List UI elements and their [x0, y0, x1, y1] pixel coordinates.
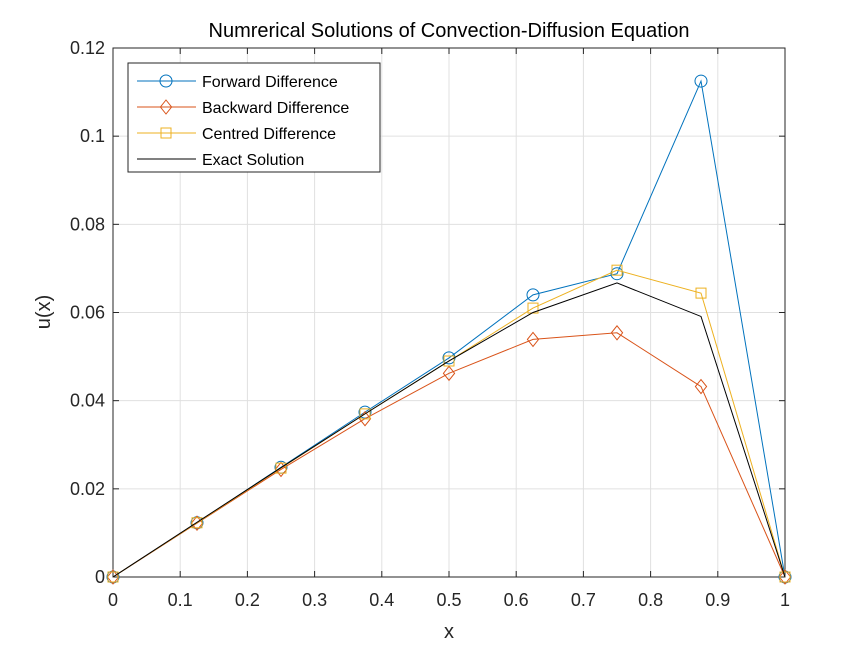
y-axis: 0 0.02 0.04 0.06 0.08 0.1 0.12	[70, 38, 785, 587]
backward-difference-point	[694, 378, 708, 395]
legend-label: Forward Difference	[202, 74, 338, 91]
y-axis-label: u(x)	[33, 295, 55, 329]
centred-difference-point	[527, 302, 539, 314]
y-tick-label: 0	[95, 567, 105, 587]
centred-difference-point	[275, 462, 287, 474]
forward-difference-point	[694, 74, 708, 88]
x-tick-label: 0.4	[369, 590, 394, 610]
legend-label: Backward Difference	[202, 100, 349, 117]
y-tick-label: 0.1	[80, 126, 105, 146]
legend-label: Exact Solution	[202, 152, 304, 169]
x-tick-label: 0.3	[302, 590, 327, 610]
backward-difference-point	[610, 324, 624, 341]
legend-marker	[159, 99, 173, 115]
backward-difference-point	[442, 365, 456, 382]
legend-marker	[159, 74, 173, 88]
x-tick-label: 0.6	[504, 590, 529, 610]
centred-difference-point	[611, 264, 623, 276]
exact-solution-line	[112, 282, 786, 578]
backward-difference-point	[526, 331, 540, 348]
centred-difference-point	[107, 571, 119, 583]
x-tick-label: 0.5	[436, 590, 461, 610]
legend-item-centred-difference: Centred Difference	[137, 126, 336, 143]
x-tick-label: 0.8	[638, 590, 663, 610]
series-group	[106, 74, 792, 585]
forward-difference-point	[358, 405, 372, 419]
legend-label: Centred Difference	[202, 126, 336, 143]
y-tick-label: 0.08	[70, 214, 105, 234]
centred-difference-point	[779, 571, 791, 583]
legend-item-backward-difference: Backward Difference	[137, 99, 349, 117]
chart-title: Numrerical Solutions of Convection-Diffu…	[209, 20, 690, 42]
x-tick-label: 0.7	[571, 590, 596, 610]
x-tick-label: 1	[780, 590, 790, 610]
legend-item-exact-solution: Exact Solution	[137, 152, 304, 169]
x-tick-label: 0	[108, 590, 118, 610]
y-tick-label: 0.12	[70, 38, 105, 58]
series-exact-solution	[112, 282, 786, 578]
y-tick-label: 0.04	[70, 391, 105, 411]
y-tick-label: 0.06	[70, 303, 105, 323]
backward-difference-line	[112, 332, 786, 578]
x-tick-label: 0.1	[168, 590, 193, 610]
y-tick-label: 0.02	[70, 479, 105, 499]
backward-difference-point	[274, 461, 288, 478]
x-tick-label: 0.9	[705, 590, 730, 610]
forward-difference-point	[526, 288, 540, 302]
x-axis-label: x	[444, 621, 454, 643]
backward-difference-point	[778, 569, 792, 585]
forward-difference-point	[610, 267, 624, 281]
legend: Forward Difference Backward Difference Cen…	[127, 62, 381, 173]
centred-difference-point	[695, 287, 707, 299]
centred-difference-point	[359, 408, 371, 420]
centred-difference-point	[443, 355, 455, 367]
x-tick-label: 0.2	[235, 590, 260, 610]
legend-marker	[160, 127, 172, 139]
legend-item-forward-difference: Forward Difference	[137, 74, 338, 91]
x-axis: 0 0.1 0.2 0.3 0.4 0.5 0.6 0.7 0.8 0.9 1	[108, 48, 790, 610]
centred-difference-point	[191, 517, 203, 529]
series-backward-difference	[106, 324, 792, 585]
